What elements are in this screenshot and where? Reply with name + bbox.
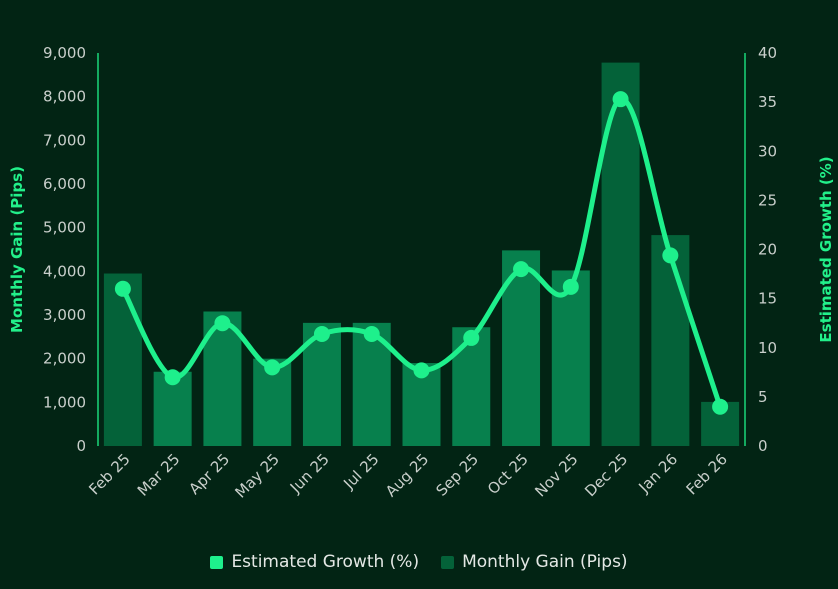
right-tick-label: 30 [758, 142, 777, 160]
x-tick-label: Feb 25 [85, 450, 133, 498]
growth-point-mar-25 [164, 369, 181, 386]
y-axis-label-left: Monthly Gain (Pips) [8, 166, 26, 333]
x-tick-label: Nov 25 [531, 450, 581, 500]
y-axis-label-right: Estimated Growth (%) [817, 156, 835, 342]
line-series [114, 91, 729, 415]
legend-label-gain: Monthly Gain (Pips) [462, 552, 628, 572]
bar-feb-25 [103, 273, 142, 446]
x-tick-label: Jun 25 [286, 450, 333, 497]
growth-point-jan-26 [662, 247, 679, 264]
growth-point-jun-25 [313, 325, 330, 342]
bar-jan-26 [651, 235, 690, 446]
left-tick-label: 9,000 [43, 44, 86, 62]
right-tick-label: 40 [758, 44, 777, 62]
left-tick-label: 5,000 [43, 219, 86, 237]
left-tick-label: 0 [76, 437, 86, 455]
x-tick-label: Apr 25 [185, 450, 233, 498]
growth-point-oct-25 [513, 261, 530, 278]
growth-point-may-25 [264, 359, 281, 376]
right-tick-label: 15 [758, 290, 777, 308]
x-tick-label: Oct 25 [484, 450, 532, 498]
legend-label-growth: Estimated Growth (%) [231, 552, 420, 572]
growth-point-sep-25 [463, 329, 480, 346]
right-tick-label: 35 [758, 93, 777, 111]
growth-point-feb-26 [712, 398, 729, 415]
left-tick-label: 1,000 [43, 393, 86, 411]
right-tick-label: 0 [758, 437, 768, 455]
growth-point-nov-25 [562, 278, 579, 295]
right-tick-label: 25 [758, 191, 777, 209]
x-tick-label: Jul 25 [339, 450, 382, 493]
bar-nov-25 [551, 270, 590, 446]
growth-point-aug-25 [413, 362, 430, 379]
x-tick-label: Dec 25 [581, 450, 631, 500]
left-tick-label: 2,000 [43, 350, 86, 368]
right-tick-label: 20 [758, 241, 777, 259]
x-tick-label: Mar 25 [134, 450, 184, 500]
x-tick-label: Feb 26 [683, 450, 731, 498]
x-tick-label: Sep 25 [433, 450, 483, 500]
legend-item-growth[interactable]: Estimated Growth (%) [210, 552, 419, 572]
left-tick-label: 6,000 [43, 175, 86, 193]
legend-item-gain[interactable]: Monthly Gain (Pips) [441, 552, 628, 572]
right-tick-label: 5 [758, 388, 768, 406]
right-tick-label: 10 [758, 339, 777, 357]
left-tick-label: 3,000 [43, 306, 86, 324]
x-tick-label: Jan 26 [635, 450, 682, 497]
x-tick-label: May 25 [231, 450, 283, 502]
growth-point-feb-25 [114, 280, 131, 297]
growth-point-jul-25 [363, 325, 380, 342]
legend-swatch-gain [441, 555, 455, 569]
legend-swatch-growth [210, 555, 224, 569]
bar-series [103, 62, 740, 447]
growth-point-dec-25 [612, 91, 629, 108]
left-tick-label: 8,000 [43, 88, 86, 106]
growth-point-apr-25 [214, 315, 231, 332]
x-tick-label: Aug 25 [382, 450, 432, 500]
left-tick-label: 7,000 [43, 131, 86, 149]
left-tick-label: 4,000 [43, 262, 86, 280]
left-axis-ticks: 0 1,000 2,000 3,000 4,000 5,000 6,000 7,000 8,00… [43, 44, 86, 455]
right-axis-ticks: 0 5 10 15 20 25 30 35 40 [758, 44, 777, 455]
legend: Estimated Growth (%) Monthly Gain (Pips) [0, 552, 838, 572]
